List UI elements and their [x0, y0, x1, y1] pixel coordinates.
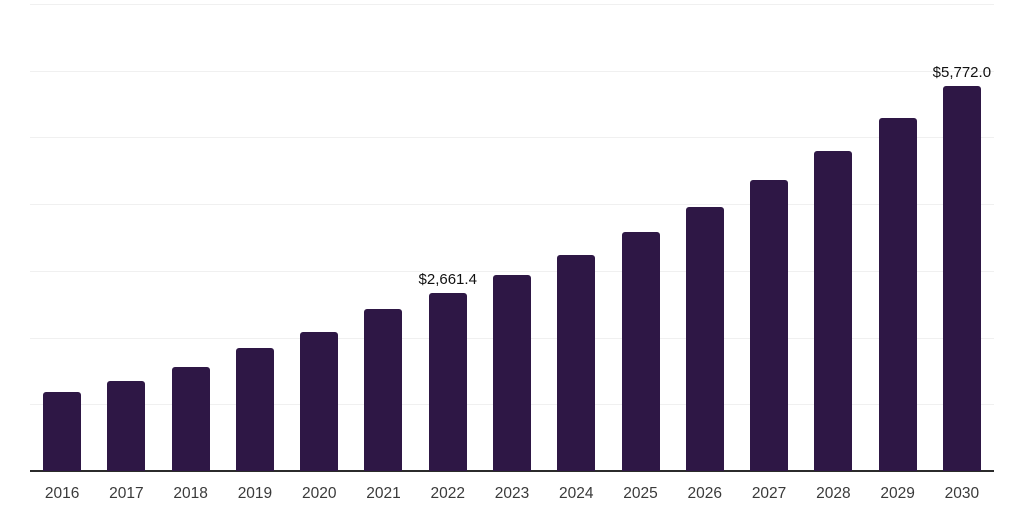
bar-group-2020	[287, 4, 351, 471]
bar-2018	[171, 366, 210, 471]
bar-group-2016	[30, 4, 94, 471]
x-tick-label-2024: 2024	[559, 485, 594, 502]
x-tick-label-2022: 2022	[430, 485, 465, 502]
bar-2026	[685, 207, 724, 471]
x-tick-label-2029: 2029	[880, 485, 915, 502]
bar-group-2018	[159, 4, 223, 471]
bar-group-2023	[480, 4, 544, 471]
bar-2019	[235, 347, 274, 471]
bar-2028	[814, 151, 853, 471]
bar-group-2024	[544, 4, 608, 471]
x-tick-label-2026: 2026	[687, 485, 723, 502]
x-axis-tick-labels: 2016 2017 2018 2019 2020 2021 2022 2023 2024 2025…	[30, 484, 994, 503]
bar-2025	[621, 232, 660, 471]
bar-2030	[942, 85, 981, 471]
gridline	[30, 4, 994, 5]
bar-group-2025	[608, 4, 672, 471]
gridline	[30, 70, 994, 72]
x-tick-label-2025: 2025	[623, 485, 658, 502]
x-tick-label-2030: 2030	[944, 485, 980, 502]
bar-value-label-2030: $5,772.0	[932, 63, 992, 81]
bar-2023	[492, 275, 531, 471]
x-tick-label-2027: 2027	[751, 485, 787, 502]
gridline	[30, 204, 994, 206]
gridline	[30, 270, 994, 272]
bar-2016	[43, 392, 82, 471]
x-tick-label-2016: 2016	[44, 485, 80, 502]
gridline	[30, 137, 994, 139]
bar-2021	[364, 308, 403, 471]
bar-2017	[107, 381, 146, 471]
bar-group-2027	[737, 4, 801, 471]
plot-area: $2,661.4 $5,772.0	[30, 4, 994, 472]
bar-group-2019	[223, 4, 287, 471]
bar-group-2026	[673, 4, 737, 471]
bar-group-2030: $5,772.0	[930, 4, 994, 471]
bar-group-2021	[351, 4, 415, 471]
bar-2020	[300, 331, 339, 471]
x-tick-label-2021: 2021	[366, 485, 401, 502]
x-axis-line	[30, 470, 994, 472]
bar-group-2029	[865, 4, 929, 471]
bar-2027	[750, 180, 789, 471]
bar-group-2022: $2,661.4	[416, 4, 480, 471]
x-tick-label-2028: 2028	[816, 485, 851, 502]
x-tick-label-2017: 2017	[109, 485, 144, 502]
bar-value-label-2022: $2,661.4	[418, 271, 477, 289]
bar-2029	[878, 118, 917, 471]
bar-2022	[428, 293, 467, 471]
x-tick-label-2019: 2019	[237, 485, 273, 502]
bars: $2,661.4 $5,772.0	[30, 4, 994, 471]
x-tick-label-2020: 2020	[301, 485, 337, 502]
bar-group-2017	[94, 4, 158, 471]
x-tick-label-2018: 2018	[173, 485, 208, 502]
bar-group-2028	[801, 4, 865, 471]
x-tick-label-2023: 2023	[494, 485, 530, 502]
bar-2024	[557, 254, 596, 471]
